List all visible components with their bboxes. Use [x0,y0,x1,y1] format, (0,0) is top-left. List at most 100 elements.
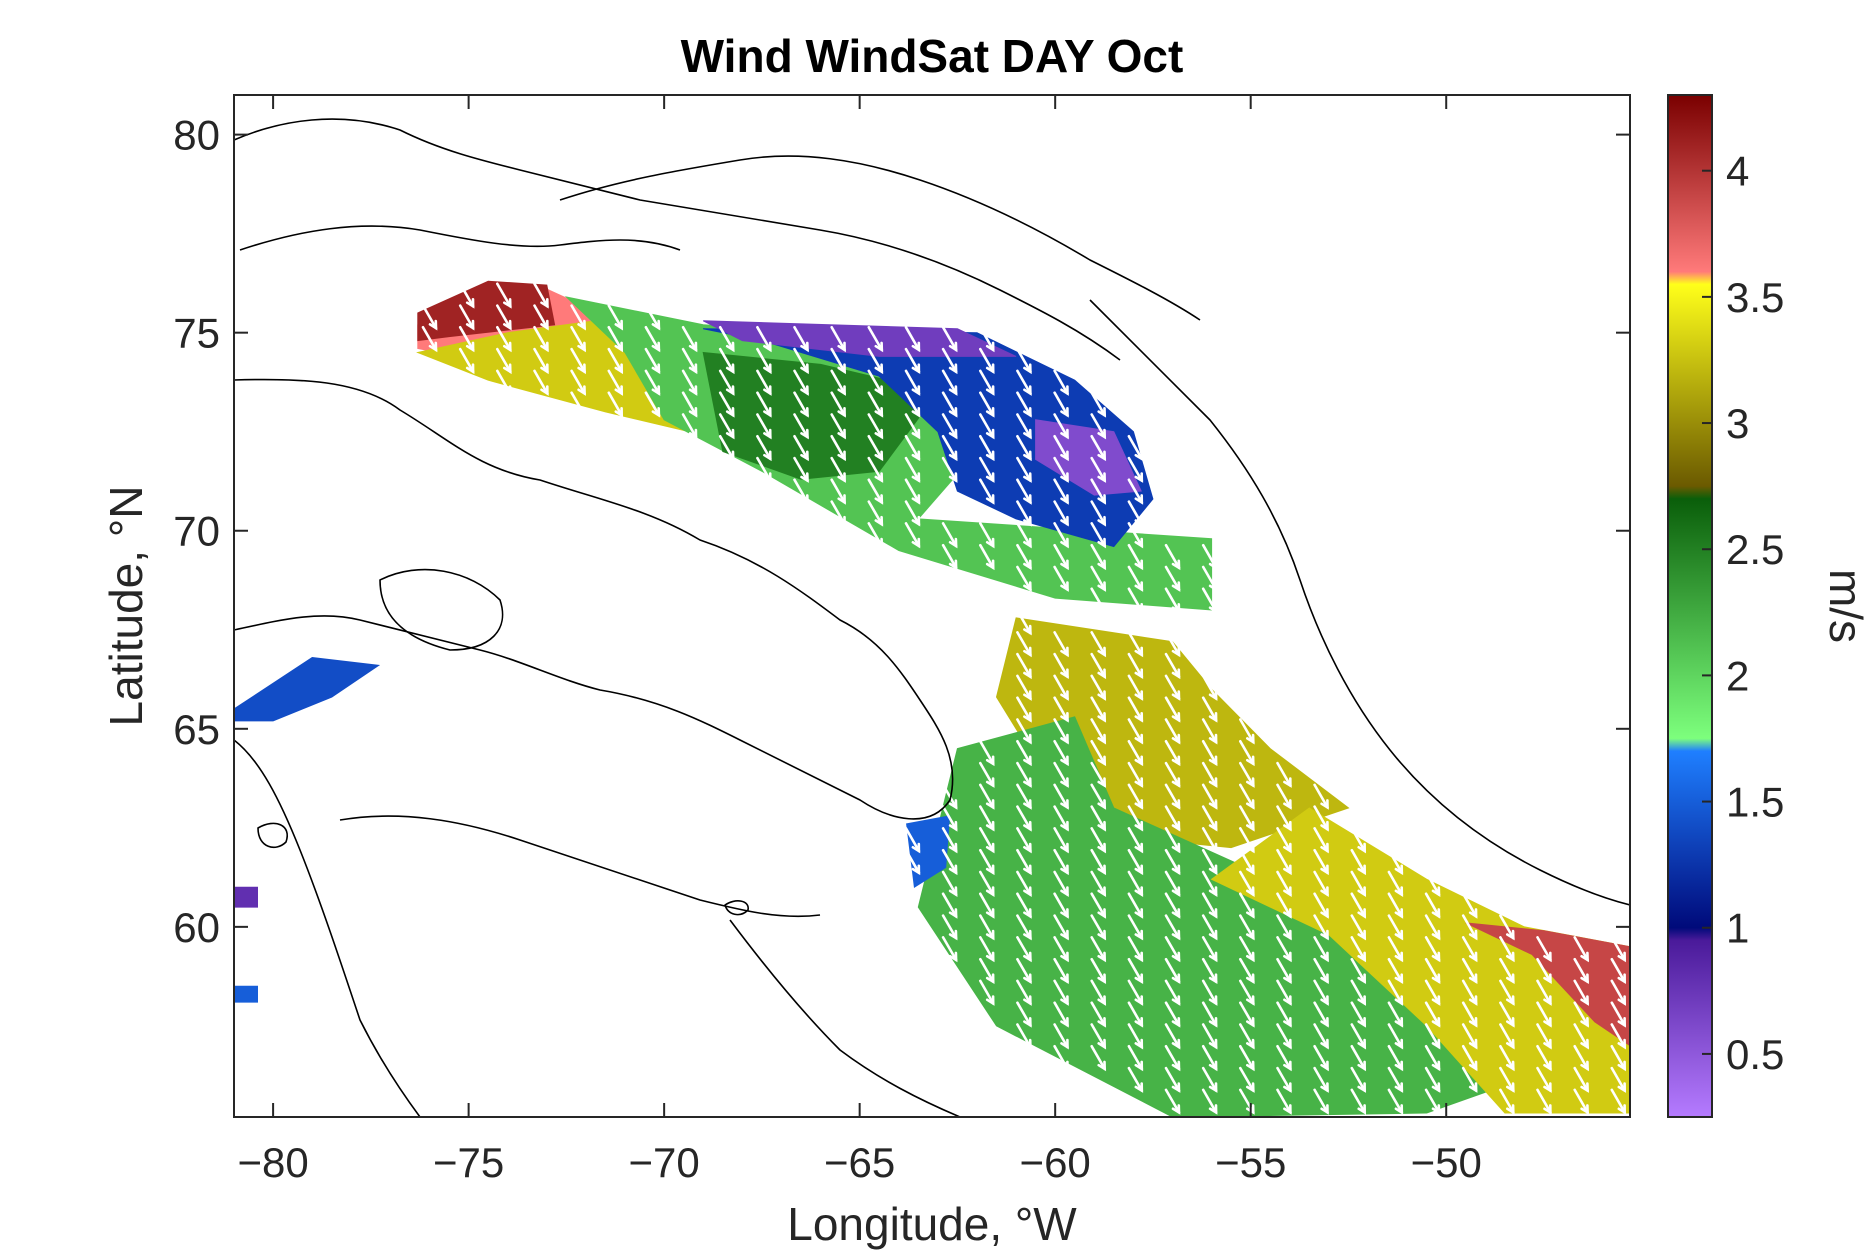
wind-arrow-shaft [1053,391,1069,417]
wind-arrow [1313,783,1329,810]
wind-arrow-shaft [458,304,475,330]
wind-arrow-head [1431,886,1441,897]
wind-arrow-head [1097,690,1107,701]
wind-arrow-shaft [904,369,921,395]
wind-arrow [1239,979,1255,1006]
wind-arrow [1239,761,1255,788]
wind-arrow-head [1320,908,1329,919]
wind-arrow [1424,892,1441,919]
wind-arrow-shaft [1239,827,1255,853]
wind-arrow [1164,739,1181,767]
wind-arrow-shaft [1127,739,1144,766]
wind-arrow-shaft [1016,456,1032,482]
wind-arrow-head [540,297,549,309]
wind-arrow [1276,1023,1292,1050]
wind-arrow-shaft [978,783,995,809]
wind-arrow-head [1580,1104,1589,1115]
wind-arrow-shaft [1053,1001,1069,1027]
wind-arrow-shaft [1127,1045,1144,1071]
wind-arrow-shaft [793,369,809,395]
wind-arrow-shaft [830,456,846,482]
wind-arrow-shaft [867,456,884,482]
wind-arrow-shaft [1610,1023,1626,1049]
wind-arrow [1387,914,1404,941]
wind-arrow-head [1060,1016,1069,1028]
wind-arrow [1461,914,1478,941]
wind-arrow-head [1097,973,1107,985]
wind-arrow-shaft [1573,1088,1589,1114]
wind-arrow-shaft [756,413,772,439]
wind-arrow [1313,870,1329,897]
wind-arrow-head [1171,646,1181,658]
wind-arrow [904,456,921,483]
wind-arrow-shaft [941,543,958,570]
wind-arrow-head [1134,602,1144,614]
wind-arrow-shaft [1313,892,1329,918]
wind-arrow-head [1283,799,1292,810]
wind-arrow-head [1023,973,1032,985]
wind-arrow-shaft [1239,979,1255,1005]
wind-arrow-head [948,842,958,854]
wind-arrow-shaft [1424,1001,1441,1027]
wind-arrow [718,413,735,440]
wind-arrow-head [1208,820,1218,832]
wind-arrow [495,325,512,353]
wind-arrow [1424,914,1441,941]
wind-arrow-shaft [1350,1066,1366,1092]
wind-arrow-shaft [1090,543,1106,570]
wind-arrow [1164,652,1181,680]
wind-arrow-head [1357,908,1367,919]
wind-arrow-shaft [1350,848,1366,875]
wind-arrow-head [1394,1060,1404,1072]
x-tick-label: −55 [1215,1139,1286,1186]
wind-arrow-shaft [1276,1023,1292,1049]
wind-arrow [421,325,438,353]
wind-arrow [978,979,995,1006]
wind-arrow [941,522,958,549]
wind-arrow-shaft [1536,1045,1552,1071]
wind-arrow-head [1208,1016,1218,1028]
wind-arrow-head [1023,385,1032,396]
wind-arrow-shaft [1499,1066,1515,1092]
wind-arrow-head [985,406,995,418]
wind-arrow [1350,979,1367,1006]
wind-arrow [1201,761,1218,788]
wind-arrow-head [725,450,735,462]
wind-arrow [1201,1045,1218,1072]
wind-arrow [1387,957,1404,985]
wind-arrow-head [1394,951,1404,963]
x-axis-label: Longitude, °W [787,1198,1077,1250]
wind-arrow-head [874,341,884,353]
y-axis-label: Latitude, °N [100,486,152,727]
wind-arrow-shaft [1387,957,1404,984]
wind-arrow-head [948,559,958,571]
wind-arrow [644,304,661,331]
wind-arrow-head [651,341,661,353]
wind-arrow-shaft [1016,805,1032,831]
ellesmere-coast [234,118,1121,361]
wind-arrow-head [1060,929,1069,941]
wind-arrow [495,347,512,375]
wind-arrow-head [1357,842,1367,854]
wind-arrow [1016,500,1032,527]
wind-arrow [1276,1045,1292,1072]
wind-arrow [1573,1001,1589,1028]
wind-arrow-head [948,450,958,462]
wind-arrow-shaft [1127,827,1144,853]
wind-arrow-shaft [941,391,958,417]
wind-arrow-shaft [1164,652,1181,679]
wind-arrow [1387,979,1404,1006]
wind-arrow-head [911,472,921,483]
wind-arrow-head [1246,973,1255,985]
wind-arrow [1201,979,1218,1006]
wind-arrow-head [948,472,958,483]
wind-arrow [1610,957,1627,985]
wind-arrow [1610,936,1627,963]
wind-arrow-head [1208,733,1218,745]
wind-arrow-shaft [1387,914,1404,940]
devon-island-coast [239,225,681,251]
wind-arrow [1499,1023,1515,1050]
wind-arrow [1016,652,1032,680]
wind-arrow-head [725,406,735,418]
wind-arrow-shaft [793,413,809,439]
